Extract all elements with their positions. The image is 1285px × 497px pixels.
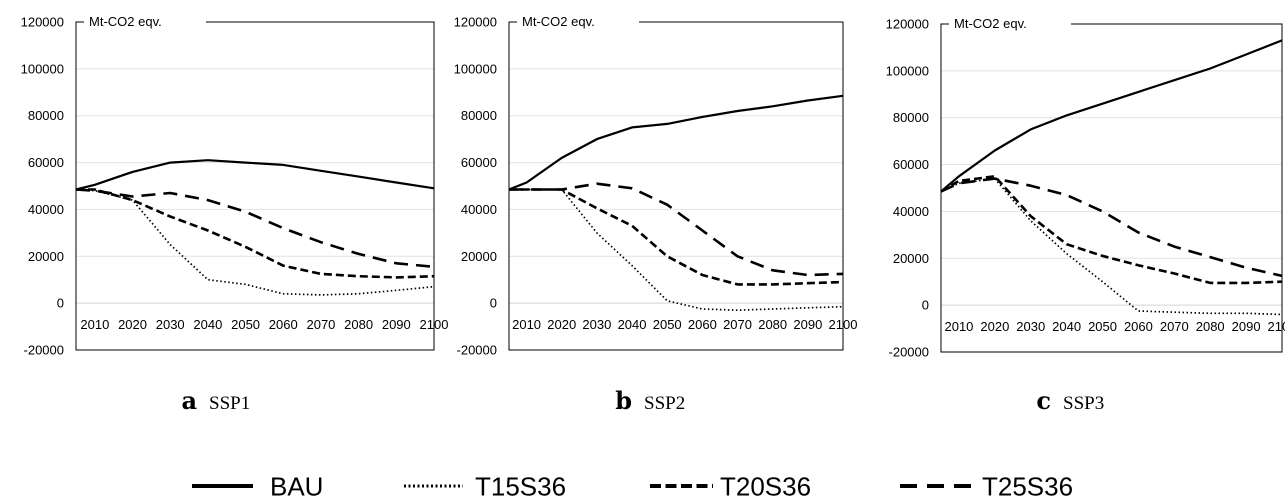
y-tick-label: 20000 — [893, 251, 929, 266]
panels: Mt-CO2 eqv. -20000 0 20000 40000 60000 80000 10… — [21, 14, 1285, 415]
panel-name: SSP1 — [209, 393, 250, 414]
legend-label: T20S36 — [720, 472, 811, 497]
series-line-t20s36 — [940, 175, 1283, 285]
legend-item-t15s36: T15S36 — [404, 472, 566, 497]
y-tick-label: 0 — [922, 298, 929, 313]
legend-label: BAU — [270, 472, 323, 497]
y-tick-label: 100000 — [454, 61, 497, 76]
panel-c: Mt-CO2 eqv. -20000 0 20000 40000 60000 80000 10… — [886, 16, 1285, 415]
panel-b: Mt-CO2 eqv. -20000 0 20000 40000 60000 80000 10… — [454, 14, 858, 415]
x-tick-label: 2020 — [980, 319, 1009, 334]
x-tick-label: 2080 — [1196, 319, 1225, 334]
x-tick-label: 2080 — [758, 317, 787, 332]
legend-item-t20s36: T20S36 — [650, 472, 811, 497]
plot-frame — [75, 21, 435, 351]
y-tick-label: 80000 — [893, 110, 929, 125]
series-line-t15s36 — [940, 177, 1283, 316]
y-tick-label: 60000 — [893, 157, 929, 172]
series-line-t15s36 — [75, 188, 435, 296]
x-tick-label: 2010 — [80, 317, 109, 332]
x-tick-label: 2100 — [829, 317, 858, 332]
panel-name: SSP3 — [1063, 393, 1104, 414]
y-tick-label: 100000 — [21, 61, 64, 76]
x-tick-label: 2030 — [1016, 319, 1045, 334]
y-tick-label: 100000 — [886, 63, 929, 78]
legend-label: T15S36 — [475, 472, 566, 497]
y-tick-label: 40000 — [893, 204, 929, 219]
legend-item-bau: BAU — [192, 472, 323, 497]
y-tick-label: -20000 — [24, 343, 64, 358]
series-line-t15s36 — [509, 188, 844, 312]
x-tick-label: 2100 — [420, 317, 449, 332]
y-tick-label: 0 — [57, 296, 64, 311]
x-tick-label: 2040 — [193, 317, 222, 332]
y-tick-label: 40000 — [28, 202, 64, 217]
series-line-t20s36 — [76, 188, 435, 279]
x-tick-label: 2040 — [1052, 319, 1081, 334]
y-tick-label: -20000 — [889, 345, 929, 360]
series-line-t25s36 — [75, 188, 435, 269]
x-tick-label: 2050 — [231, 317, 260, 332]
x-tick-label: 2070 — [1160, 319, 1189, 334]
x-tick-label: 2010 — [512, 317, 541, 332]
x-tick-label: 2070 — [723, 317, 752, 332]
x-tick-label: 2040 — [618, 317, 647, 332]
y-tick-label: 120000 — [454, 15, 497, 30]
x-tick-label: 2030 — [582, 317, 611, 332]
series-line-t25s36 — [509, 182, 844, 277]
series-line-bau — [508, 94, 844, 191]
x-tick-label: 2080 — [344, 317, 373, 332]
x-tick-label: 2020 — [118, 317, 147, 332]
legend: BAU T15S36 T20S36 T25S36 — [192, 472, 1073, 497]
unit-label: Mt-CO2 eqv. — [522, 14, 595, 29]
x-tick-label: 2090 — [1232, 319, 1261, 334]
x-tick-label: 2050 — [1088, 319, 1117, 334]
y-tick-label: 120000 — [21, 15, 64, 30]
unit-label: Mt-CO2 eqv. — [954, 16, 1027, 31]
series-line-t25s36 — [940, 177, 1283, 278]
y-tick-label: 20000 — [461, 249, 497, 264]
panel-name: SSP2 — [644, 393, 685, 414]
y-tick-label: 80000 — [28, 108, 64, 123]
series-line-t20s36 — [509, 188, 844, 286]
y-tick-label: 80000 — [461, 108, 497, 123]
x-tick-label: 2060 — [688, 317, 717, 332]
x-tick-label: 2060 — [1124, 319, 1153, 334]
x-tick-label: 2070 — [306, 317, 335, 332]
y-tick-label: 40000 — [461, 202, 497, 217]
x-tick-label: 2060 — [269, 317, 298, 332]
x-tick-label: 2050 — [653, 317, 682, 332]
series-line-bau — [940, 39, 1283, 193]
panel-letter: c — [1036, 386, 1051, 415]
legend-label: T25S36 — [982, 472, 1073, 497]
legend-item-t25s36: T25S36 — [900, 472, 1073, 497]
unit-label: Mt-CO2 eqv. — [89, 14, 162, 29]
plot-frame — [940, 23, 1283, 353]
y-tick-label: 60000 — [461, 155, 497, 170]
plot-frame — [508, 21, 844, 351]
x-tick-label: 2090 — [382, 317, 411, 332]
series-line-bau — [75, 159, 435, 191]
x-tick-label: 2020 — [547, 317, 576, 332]
x-tick-label: 2010 — [944, 319, 973, 334]
panel-a: Mt-CO2 eqv. -20000 0 20000 40000 60000 80000 10… — [21, 14, 449, 415]
x-tick-label: 2090 — [793, 317, 822, 332]
y-tick-label: 20000 — [28, 249, 64, 264]
panel-letter: b — [615, 386, 632, 415]
x-tick-label: 2100 — [1268, 319, 1285, 334]
x-tick-label: 2030 — [156, 317, 185, 332]
y-tick-label: -20000 — [457, 343, 497, 358]
y-tick-label: 60000 — [28, 155, 64, 170]
y-tick-label: 0 — [490, 296, 497, 311]
panel-letter: a — [181, 386, 197, 415]
y-tick-label: 120000 — [886, 17, 929, 32]
